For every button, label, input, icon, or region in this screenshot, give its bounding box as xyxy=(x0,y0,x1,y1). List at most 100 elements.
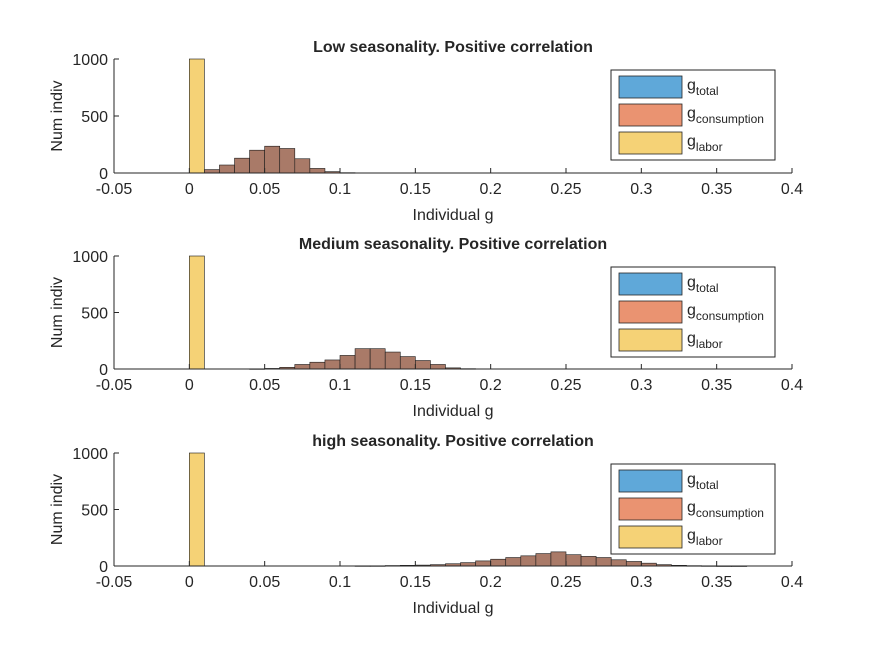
x-tick-label: 0 xyxy=(185,181,194,198)
histogram-bar-12 xyxy=(535,553,552,567)
x-tick-label: 0.3 xyxy=(630,377,652,394)
histogram-bar-13 xyxy=(550,551,567,567)
histogram-bar-4 xyxy=(249,149,265,174)
histogram-bar-11 xyxy=(415,360,431,370)
histogram-bar-5 xyxy=(264,145,281,174)
legend-label-labor: glabor xyxy=(687,527,723,548)
y-tick-label: 1000 xyxy=(72,446,108,463)
y-axis-label: Num indiv xyxy=(49,277,66,348)
x-tick-label: 0.1 xyxy=(329,181,351,198)
y-tick-label: 500 xyxy=(81,109,108,126)
labor-bar-0 xyxy=(189,452,205,567)
x-tick-label: 0.3 xyxy=(630,574,652,591)
histogram-bar-1 xyxy=(204,169,220,174)
x-tick-label: 0.35 xyxy=(701,181,732,198)
x-tick-label: 0.05 xyxy=(249,574,280,591)
x-tick-label: 0.3 xyxy=(630,181,652,198)
legend: gtotal gconsumption glabor xyxy=(610,463,776,555)
x-axis-label: Individual g xyxy=(413,207,494,224)
y-tick-label: 1000 xyxy=(72,249,108,266)
histogram-bar-3 xyxy=(234,157,250,174)
histogram-bar-16 xyxy=(595,557,612,567)
histogram-bar-7 xyxy=(354,348,371,370)
legend-label-consumption: gconsumption xyxy=(687,105,764,126)
x-tick-label: 0.15 xyxy=(400,377,431,394)
y-tick-label: 500 xyxy=(81,503,108,520)
legend-swatch-total xyxy=(618,75,683,99)
x-tick-label: 0.25 xyxy=(550,377,581,394)
y-axis-label: Num indiv xyxy=(49,474,66,545)
histogram-bar-18 xyxy=(625,561,642,567)
histogram-bar-10 xyxy=(505,557,522,567)
chart-title: Low seasonality. Positive correlation xyxy=(313,39,593,56)
histogram-bar-9 xyxy=(490,558,507,567)
histogram-bar-8 xyxy=(309,168,326,174)
x-axis-label: Individual g xyxy=(413,403,494,420)
histogram-bar-10 xyxy=(399,356,416,370)
y-tick-label: 500 xyxy=(81,306,108,323)
y-tick-label: 0 xyxy=(99,559,108,576)
legend-label-total: gtotal xyxy=(687,274,719,295)
histogram-bar-9 xyxy=(384,351,401,370)
x-tick-label: 0.25 xyxy=(550,181,581,198)
legend-swatch-labor xyxy=(618,525,683,549)
histogram-bar-6 xyxy=(339,355,356,370)
x-tick-label: 0.15 xyxy=(400,181,431,198)
x-tick-label: 0.15 xyxy=(400,574,431,591)
histogram-bar-8 xyxy=(369,348,386,370)
x-tick-label: 0.05 xyxy=(249,181,280,198)
subplot-3: -0.05 0 0.05 0.1 0.15 0.2 0.25 0.3 0.35 0.4050010… xyxy=(49,433,803,617)
y-tick-label: 0 xyxy=(99,166,108,183)
legend-swatch-total xyxy=(618,469,683,493)
histogram-bar-11 xyxy=(520,555,537,567)
x-tick-label: -0.05 xyxy=(96,574,133,591)
x-tick-label: 0.4 xyxy=(781,181,803,198)
y-axis-label: Num indiv xyxy=(49,80,66,151)
x-tick-label: 0.2 xyxy=(480,181,502,198)
histogram-bar-7 xyxy=(460,562,476,567)
histogram-bar-6 xyxy=(279,148,296,174)
legend-swatch-labor xyxy=(618,328,683,352)
legend-swatch-labor xyxy=(618,131,683,155)
legend-swatch-total xyxy=(618,272,683,296)
chart-title: high seasonality. Positive correlation xyxy=(312,433,594,450)
x-tick-label: 0.2 xyxy=(480,377,502,394)
y-tick-label: 0 xyxy=(99,362,108,379)
bar-group xyxy=(189,255,476,370)
x-tick-label: 0 xyxy=(185,377,194,394)
legend-swatch-consumption xyxy=(618,497,683,521)
legend-label-labor: glabor xyxy=(687,330,723,351)
x-tick-label: 0 xyxy=(185,574,194,591)
histogram-bar-12 xyxy=(430,364,446,370)
histogram-bar-15 xyxy=(580,556,597,567)
x-axis-label: Individual g xyxy=(413,600,494,617)
legend: gtotal gconsumption glabor xyxy=(610,69,776,161)
histogram-bar-17 xyxy=(610,559,627,567)
x-tick-label: 0.1 xyxy=(329,377,351,394)
x-tick-label: 0.35 xyxy=(701,377,732,394)
x-tick-label: 0.4 xyxy=(781,574,803,591)
labor-bar-0 xyxy=(189,58,205,174)
subplot-2: -0.05 0 0.05 0.1 0.15 0.2 0.25 0.3 0.35 0.4050010… xyxy=(49,236,803,420)
histogram-bar-7 xyxy=(294,158,311,174)
histogram-bar-8 xyxy=(475,560,491,567)
legend-label-total: gtotal xyxy=(687,77,719,98)
legend-label-total: gtotal xyxy=(687,471,719,492)
x-tick-label: -0.05 xyxy=(96,377,133,394)
histogram-bar-2 xyxy=(219,164,235,174)
chart-title: Medium seasonality. Positive correlation xyxy=(299,236,607,253)
histogram-bar-5 xyxy=(324,359,341,370)
histogram-bar-4 xyxy=(309,361,326,370)
legend-label-consumption: gconsumption xyxy=(687,499,764,520)
legend-swatch-consumption xyxy=(618,300,683,324)
x-tick-label: 0.1 xyxy=(329,574,351,591)
legend-label-labor: glabor xyxy=(687,133,723,154)
labor-bar-0 xyxy=(189,255,205,370)
x-tick-label: 0.05 xyxy=(249,377,280,394)
subplot-1: -0.05 0 0.05 0.1 0.15 0.2 0.25 0.3 0.35 0.4050010… xyxy=(49,39,803,224)
x-tick-label: 0.4 xyxy=(781,377,803,394)
x-tick-label: 0.25 xyxy=(550,574,581,591)
x-tick-label: -0.05 xyxy=(96,181,133,198)
x-tick-label: 0.35 xyxy=(701,574,732,591)
